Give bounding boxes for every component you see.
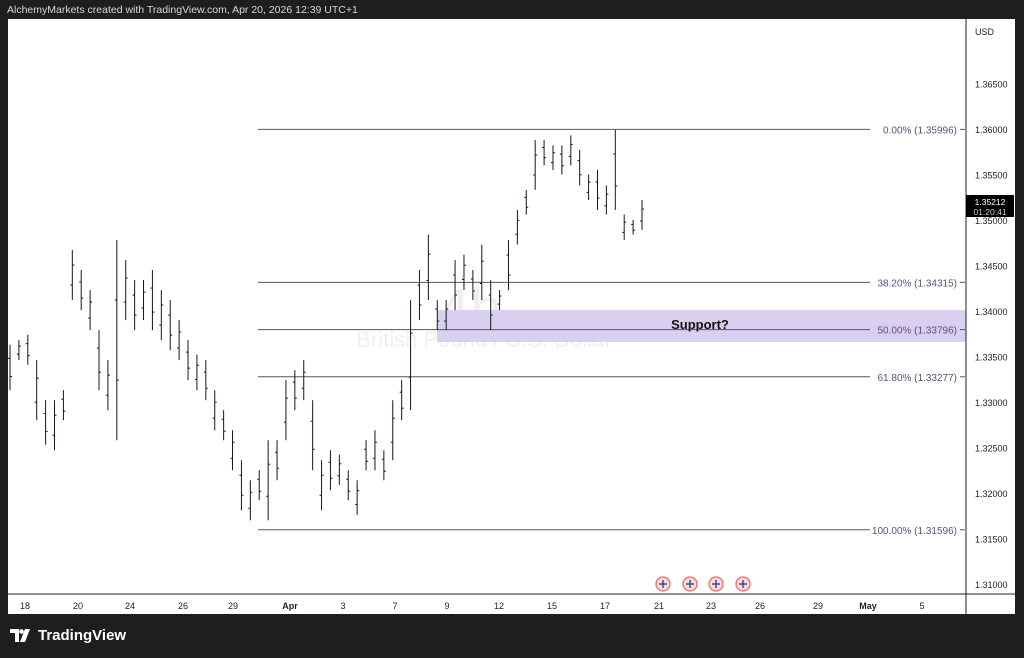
brand-name: TradingView	[38, 627, 127, 644]
time-tick-label: 24	[125, 601, 135, 611]
currency-label: USD	[975, 27, 995, 37]
time-tick-label: 29	[813, 601, 823, 611]
tradingview-logo[interactable]: TradingView	[10, 627, 126, 644]
time-tick-label: 5	[919, 601, 924, 611]
time-axis[interactable]: 18 20 24 26 29 Apr 3 7 9 12 15 17 21 23 26 29 May 5	[20, 601, 925, 611]
last-price-badge	[966, 195, 1014, 217]
bar-countdown: 01:20:41	[973, 207, 1006, 217]
uk-flag-event-icon[interactable]	[735, 576, 751, 592]
uk-flag-event-icon[interactable]	[655, 576, 671, 592]
time-tick-label: 23	[706, 601, 716, 611]
time-tick-label: 26	[178, 601, 188, 611]
time-tick-label: Apr	[282, 601, 298, 611]
time-tick-label: 18	[20, 601, 30, 611]
time-tick-label: 3	[340, 601, 345, 611]
price-tick-label: 1.33000	[975, 398, 1008, 408]
price-tick-label: 1.34000	[975, 307, 1008, 317]
price-tick-label: 1.32500	[975, 444, 1008, 454]
time-tick-label: 9	[444, 601, 449, 611]
price-axis[interactable]: 1.36500 1.36000 1.35500 1.35000 1.34500 1.340…	[975, 80, 1008, 591]
support-annotation[interactable]: Support?	[671, 317, 729, 332]
price-tick-label: 1.35000	[975, 216, 1008, 226]
flag-cross	[659, 580, 667, 588]
time-tick-label: 21	[654, 601, 664, 611]
uk-flag-event-icon[interactable]	[682, 576, 698, 592]
flag-cross	[686, 580, 694, 588]
tradingview-logo-icon	[10, 628, 30, 642]
time-tick-label: 12	[494, 601, 504, 611]
chart-area[interactable]: 4h British Pound / U.S. Dollar 0.00% (1.…	[8, 19, 1015, 614]
price-tick-label: 1.33500	[975, 353, 1008, 363]
price-chart[interactable]: 4h British Pound / U.S. Dollar 0.00% (1.…	[8, 19, 1015, 614]
time-tick-label: 20	[73, 601, 83, 611]
flag-cross	[712, 580, 720, 588]
support-zone	[437, 310, 966, 342]
price-tick-label: 1.31500	[975, 535, 1008, 545]
price-tick-label: 1.35500	[975, 171, 1008, 181]
flag-cross	[739, 580, 747, 588]
last-price: 1.35212	[975, 197, 1006, 207]
time-tick-label: 17	[600, 601, 610, 611]
fib-level-label: 100.00% (1.31596)	[872, 526, 957, 537]
price-tick-label: 1.34500	[975, 262, 1008, 272]
price-tick-label: 1.36500	[975, 80, 1008, 90]
fib-level-label: 0.00% (1.35996)	[883, 125, 957, 136]
price-tick-label: 1.31000	[975, 580, 1008, 590]
fib-level-label: 61.80% (1.33277)	[877, 373, 957, 384]
fib-level-label: 50.00% (1.33796)	[877, 326, 957, 337]
time-tick-label: 29	[228, 601, 238, 611]
fib-level-label: 38.20% (1.34315)	[877, 278, 957, 289]
time-tick-label: May	[859, 601, 877, 611]
price-tick-label: 1.36000	[975, 125, 1008, 135]
time-tick-label: 15	[547, 601, 557, 611]
price-tick-label: 1.32000	[975, 489, 1008, 499]
uk-flag-event-icon[interactable]	[708, 576, 724, 592]
time-tick-label: 7	[392, 601, 397, 611]
chart-credit: AlchemyMarkets created with TradingView.…	[7, 4, 358, 16]
time-tick-label: 26	[755, 601, 765, 611]
